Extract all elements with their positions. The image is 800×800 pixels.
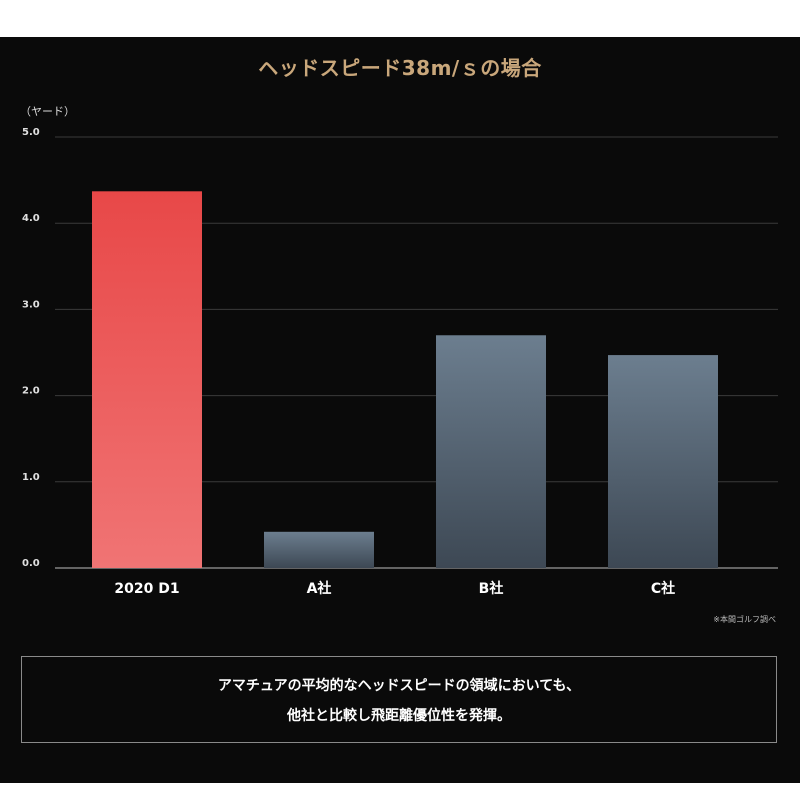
message-line-1: アマチュアの平均的なヘッドスピードの領域においても、 — [217, 678, 581, 694]
bar-competitor — [264, 531, 374, 568]
bar-competitor — [608, 355, 718, 568]
footnote: ※本間ゴルフ調べ — [713, 615, 776, 624]
y-tick-label: 0.0 — [22, 558, 40, 569]
y-tick-label: 5.0 — [22, 127, 40, 138]
y-tick-label: 4.0 — [22, 213, 40, 224]
chart-title: ヘッドスピード38m/ｓの場合 — [258, 56, 542, 80]
axis-labels: 0.0 1.0 2.0 3.0 4.0 5.0 2020 D1 A社 B社 C社 — [22, 127, 675, 597]
y-axis-unit-label: （ヤード） — [20, 105, 75, 118]
y-tick-label: 3.0 — [22, 299, 40, 310]
message-line-2: 他社と比較し飛距離優位性を発揮。 — [287, 708, 511, 724]
x-tick-label: C社 — [651, 580, 675, 597]
y-tick-label: 2.0 — [22, 386, 40, 397]
message-box: アマチュアの平均的なヘッドスピードの領域においても、 他社と比較し飛距離優位性を… — [21, 656, 777, 743]
y-tick-label: 1.0 — [22, 472, 40, 483]
x-tick-label: A社 — [307, 580, 332, 597]
x-tick-label: B社 — [479, 580, 504, 597]
bars — [92, 191, 718, 568]
bar-competitor — [436, 335, 546, 568]
bar-highlight — [92, 191, 202, 568]
x-tick-label: 2020 D1 — [114, 581, 179, 597]
